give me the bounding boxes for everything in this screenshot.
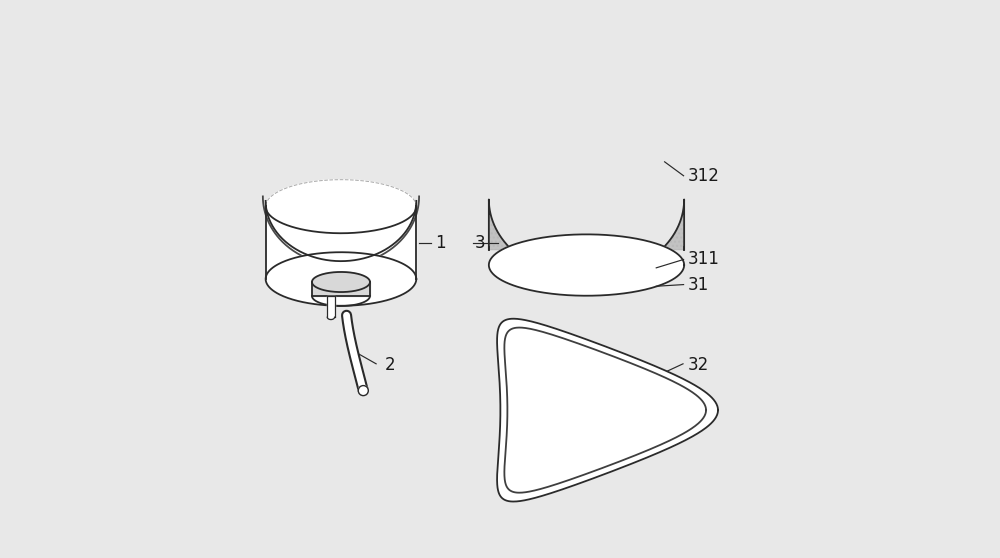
Polygon shape (489, 200, 684, 277)
Polygon shape (312, 282, 370, 296)
Polygon shape (266, 252, 416, 306)
Polygon shape (489, 234, 684, 296)
Text: 311: 311 (687, 251, 719, 268)
Polygon shape (497, 319, 718, 502)
Text: 1: 1 (435, 234, 445, 252)
Polygon shape (266, 201, 416, 261)
Polygon shape (312, 272, 370, 292)
Text: 312: 312 (687, 167, 719, 185)
Polygon shape (489, 200, 684, 277)
Polygon shape (327, 296, 335, 317)
Text: 31: 31 (687, 276, 709, 294)
Text: 3: 3 (475, 234, 486, 252)
Polygon shape (266, 180, 416, 233)
Circle shape (358, 386, 368, 396)
Polygon shape (266, 206, 416, 279)
Text: 32: 32 (687, 357, 709, 374)
Text: 2: 2 (384, 357, 395, 374)
